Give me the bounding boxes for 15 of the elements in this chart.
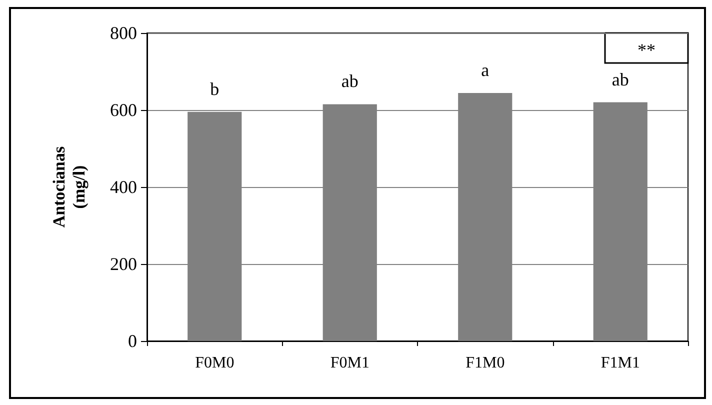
x-tick-label: F1M0 (466, 354, 505, 372)
annotation: a (481, 60, 490, 80)
x-tick-label: F0M1 (330, 354, 370, 372)
y-tick-label: 400 (110, 177, 137, 197)
x-tick-label: F0M0 (195, 354, 234, 372)
annotation: ab (612, 69, 629, 90)
x-tick-label: F1M1 (600, 354, 640, 372)
y-tick-label: 800 (110, 23, 137, 43)
annotation: ** (638, 40, 656, 60)
y-tick-label: 200 (110, 254, 137, 274)
y-axis-title: Antocianas (mg/l) (50, 146, 88, 228)
y-tick-label: 600 (110, 100, 137, 120)
y-tick-label: 0 (128, 331, 137, 351)
annotation: ab (341, 71, 358, 92)
annotation: b (210, 78, 220, 99)
